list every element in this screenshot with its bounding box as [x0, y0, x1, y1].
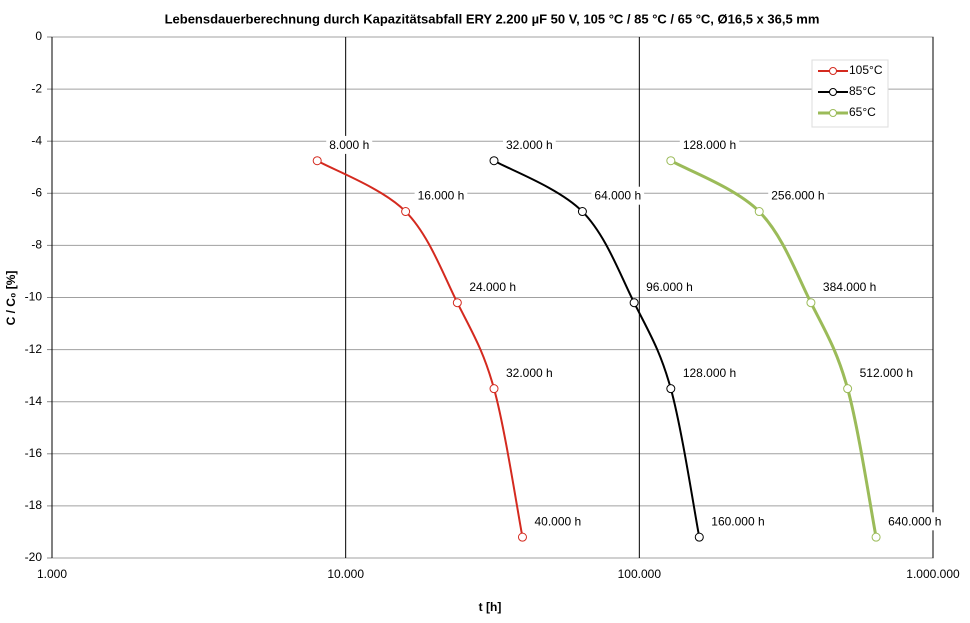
point-marker: [577, 207, 587, 217]
point-marker: [517, 532, 527, 542]
data-label-bg: [503, 135, 556, 154]
legend-label: 85°C: [849, 84, 876, 98]
x-axis-title: t [h]: [479, 600, 502, 614]
data-label-bg: [531, 512, 585, 531]
legend: 105°C 85°C 65°C: [811, 59, 889, 128]
point-marker: [694, 532, 704, 542]
data-label-bg: [466, 277, 520, 296]
x-tick-label: 1.000.000: [906, 567, 960, 581]
data-label-bg: [679, 135, 740, 154]
data-label: 24.000 h: [469, 280, 516, 294]
data-label: 256.000 h: [771, 189, 824, 203]
point-marker: [489, 156, 499, 166]
data-label: 32.000 h: [506, 138, 553, 152]
data-label-bg: [708, 512, 768, 531]
y-tick-label: -6: [31, 185, 42, 199]
data-label-bg: [885, 512, 945, 531]
legend-marker: [829, 88, 837, 96]
data-label: 40.000 h: [534, 514, 581, 528]
y-tick-label: -14: [25, 394, 43, 408]
y-tick-label: -8: [31, 238, 42, 252]
data-label: 160.000 h: [711, 514, 764, 528]
data-label-bg: [503, 363, 556, 382]
y-axis-title: C / C₀ [%]: [4, 271, 18, 326]
point-marker: [666, 384, 676, 394]
point-marker: [754, 207, 764, 217]
data-label-bg: [768, 186, 828, 205]
legend-label: 105°C: [849, 63, 883, 77]
data-label: 128.000 h: [683, 366, 736, 380]
data-label-bg: [326, 135, 373, 154]
chart-title: Lebensdauerberechnung durch Kapazitätsab…: [165, 11, 820, 26]
point-marker: [666, 156, 676, 166]
data-label-bg: [856, 363, 917, 382]
x-tick-label: 10.000: [327, 567, 364, 581]
x-tick-label: 1.000: [37, 567, 67, 581]
x-tick-label: 100.000: [618, 567, 662, 581]
y-tick-label: -4: [31, 133, 42, 147]
point-marker: [312, 156, 322, 166]
data-label: 640.000 h: [888, 514, 941, 528]
data-label: 96.000 h: [646, 280, 693, 294]
y-tick-label: -12: [25, 342, 43, 356]
data-label-bg: [414, 186, 468, 205]
data-label-bg: [643, 277, 696, 296]
point-marker: [452, 298, 462, 308]
point-marker: [401, 207, 411, 217]
data-label-bg: [679, 363, 740, 382]
point-marker: [629, 298, 639, 308]
y-tick-label: -16: [25, 446, 43, 460]
point-marker: [843, 384, 853, 394]
y-tick-label: 0: [35, 29, 42, 43]
data-label: 384.000 h: [823, 280, 876, 294]
legend-marker: [829, 67, 837, 75]
y-tick-label: -20: [25, 550, 43, 564]
data-label-bg: [591, 186, 645, 205]
legend-label: 65°C: [849, 105, 876, 119]
legend-marker: [829, 109, 837, 117]
data-label: 8.000 h: [329, 138, 369, 152]
data-label-bg: [819, 277, 880, 296]
y-tick-label: -2: [31, 81, 42, 95]
y-tick-label: -10: [25, 290, 43, 304]
point-marker: [489, 384, 499, 394]
data-label: 64.000 h: [594, 189, 641, 203]
point-marker: [806, 298, 816, 308]
y-tick-label: -18: [25, 498, 43, 512]
point-marker: [871, 532, 881, 542]
data-label: 16.000 h: [418, 189, 465, 203]
data-label: 512.000 h: [860, 366, 913, 380]
data-label: 128.000 h: [683, 138, 736, 152]
data-label: 32.000 h: [506, 366, 553, 380]
